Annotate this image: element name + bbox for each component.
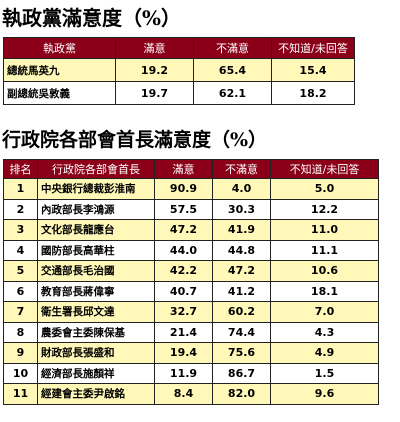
rank-cell: 1 <box>3 178 38 200</box>
column-header: 滿意 <box>154 159 213 179</box>
table-row: 11 經建會主委尹啟銘 8.4 82.0 9.6 <box>3 383 379 405</box>
table-row: 5 交通部長毛治國 42.2 47.2 10.6 <box>3 260 379 282</box>
unsatisfied-cell: 82.0 <box>212 383 271 405</box>
unknown-cell: 11.0 <box>270 219 379 241</box>
unsatisfied-cell: 74.4 <box>212 321 271 343</box>
column-header: 行政院各部會首長 <box>37 159 155 179</box>
column-header: 排名 <box>3 159 38 179</box>
unknown-cell: 9.6 <box>270 383 379 405</box>
official-name-cell: 內政部長李鴻源 <box>37 198 155 220</box>
table-row: 6 教育部長蔣偉寧 40.7 41.2 18.1 <box>3 280 379 302</box>
column-header: 執政黨 <box>3 37 116 59</box>
satisfied-cell: 19.7 <box>115 81 194 105</box>
satisfied-cell: 47.2 <box>154 219 213 241</box>
unknown-cell: 12.2 <box>270 198 379 220</box>
official-name-cell: 農委會主委陳保基 <box>37 321 155 343</box>
unknown-cell: 4.3 <box>270 321 379 343</box>
column-header: 不滿意 <box>193 37 272 59</box>
section2-title: 行政院各部會首長滿意度（%） <box>2 129 268 151</box>
satisfied-cell: 21.4 <box>154 321 213 343</box>
table-row: 2 內政部長李鴻源 57.5 30.3 12.2 <box>3 198 379 220</box>
unsatisfied-cell: 65.4 <box>193 58 272 82</box>
ruling-party-satisfaction-table: 執政黨 滿意 不滿意 不知道/未回答 總統馬英九 19.2 65.4 15.4 副總統吳… <box>3 37 355 105</box>
table-row: 4 國防部長高華柱 44.0 44.8 11.1 <box>3 239 379 261</box>
section1-title: 執政黨滿意度（%） <box>2 6 182 30</box>
official-name-cell: 交通部長毛治國 <box>37 260 155 282</box>
satisfied-cell: 19.4 <box>154 342 213 364</box>
satisfied-cell: 44.0 <box>154 239 213 261</box>
unknown-cell: 11.1 <box>270 239 379 261</box>
unknown-cell: 18.1 <box>270 280 379 302</box>
column-header: 不知道/未回答 <box>271 37 355 59</box>
rank-cell: 3 <box>3 219 38 241</box>
unknown-cell: 10.6 <box>270 260 379 282</box>
cabinet-ministers-satisfaction-table: 排名 行政院各部會首長 滿意 不滿意 不知道/未回答 1 中央銀行總裁彭淮南 90.… <box>3 159 379 405</box>
rank-cell: 11 <box>3 383 38 405</box>
column-header: 不知道/未回答 <box>270 159 379 179</box>
table-row: 9 財政部長張盛和 19.4 75.6 4.9 <box>3 342 379 364</box>
unsatisfied-cell: 44.8 <box>212 239 271 261</box>
unknown-cell: 4.9 <box>270 342 379 364</box>
rank-cell: 10 <box>3 362 38 384</box>
satisfied-cell: 42.2 <box>154 260 213 282</box>
official-name-cell: 中央銀行總裁彭淮南 <box>37 178 155 200</box>
rank-cell: 6 <box>3 280 38 302</box>
unknown-cell: 5.0 <box>270 178 379 200</box>
unsatisfied-cell: 75.6 <box>212 342 271 364</box>
rank-cell: 4 <box>3 239 38 261</box>
official-name-cell: 教育部長蔣偉寧 <box>37 280 155 302</box>
unsatisfied-cell: 47.2 <box>212 260 271 282</box>
table-row: 總統馬英九 19.2 65.4 15.4 <box>3 58 355 82</box>
rank-cell: 9 <box>3 342 38 364</box>
unknown-cell: 1.5 <box>270 362 379 384</box>
table-row: 副總統吳敦義 19.7 62.1 18.2 <box>3 81 355 105</box>
unsatisfied-cell: 62.1 <box>193 81 272 105</box>
official-name-cell: 副總統吳敦義 <box>3 81 116 105</box>
rank-cell: 8 <box>3 321 38 343</box>
column-header: 不滿意 <box>212 159 271 179</box>
rank-cell: 2 <box>3 198 38 220</box>
official-name-cell: 衛生署長邱文達 <box>37 301 155 323</box>
unknown-cell: 18.2 <box>271 81 355 105</box>
unknown-cell: 15.4 <box>271 58 355 82</box>
table-header-row: 排名 行政院各部會首長 滿意 不滿意 不知道/未回答 <box>3 159 379 179</box>
satisfied-cell: 19.2 <box>115 58 194 82</box>
column-header: 滿意 <box>115 37 194 59</box>
satisfied-cell: 57.5 <box>154 198 213 220</box>
official-name-cell: 財政部長張盛和 <box>37 342 155 364</box>
unsatisfied-cell: 60.2 <box>212 301 271 323</box>
satisfied-cell: 8.4 <box>154 383 213 405</box>
table-row: 1 中央銀行總裁彭淮南 90.9 4.0 5.0 <box>3 178 379 200</box>
table-header-row: 執政黨 滿意 不滿意 不知道/未回答 <box>3 37 355 59</box>
official-name-cell: 經濟部長施顏祥 <box>37 362 155 384</box>
table-row: 8 農委會主委陳保基 21.4 74.4 4.3 <box>3 321 379 343</box>
official-name-cell: 總統馬英九 <box>3 58 116 82</box>
unsatisfied-cell: 41.9 <box>212 219 271 241</box>
satisfied-cell: 11.9 <box>154 362 213 384</box>
table-row: 3 文化部長龍應台 47.2 41.9 11.0 <box>3 219 379 241</box>
official-name-cell: 國防部長高華柱 <box>37 239 155 261</box>
rank-cell: 7 <box>3 301 38 323</box>
satisfied-cell: 32.7 <box>154 301 213 323</box>
rank-cell: 5 <box>3 260 38 282</box>
unsatisfied-cell: 86.7 <box>212 362 271 384</box>
unknown-cell: 7.0 <box>270 301 379 323</box>
unsatisfied-cell: 41.2 <box>212 280 271 302</box>
table-row: 10 經濟部長施顏祥 11.9 86.7 1.5 <box>3 362 379 384</box>
satisfied-cell: 90.9 <box>154 178 213 200</box>
satisfied-cell: 40.7 <box>154 280 213 302</box>
unsatisfied-cell: 30.3 <box>212 198 271 220</box>
official-name-cell: 文化部長龍應台 <box>37 219 155 241</box>
official-name-cell: 經建會主委尹啟銘 <box>37 383 155 405</box>
unsatisfied-cell: 4.0 <box>212 178 271 200</box>
table-row: 7 衛生署長邱文達 32.7 60.2 7.0 <box>3 301 379 323</box>
